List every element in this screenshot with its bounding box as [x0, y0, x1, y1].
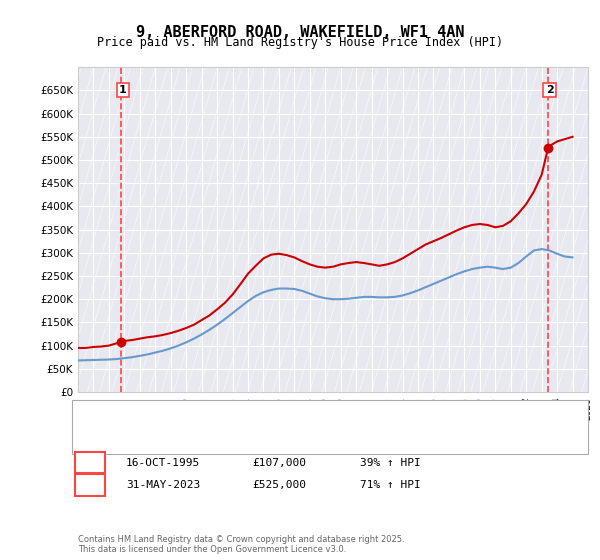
Text: Price paid vs. HM Land Registry's House Price Index (HPI): Price paid vs. HM Land Registry's House … — [97, 36, 503, 49]
Text: 39% ↑ HPI: 39% ↑ HPI — [360, 458, 421, 468]
Text: 1: 1 — [86, 456, 94, 469]
Text: £107,000: £107,000 — [252, 458, 306, 468]
Text: 9, ABERFORD ROAD, WAKEFIELD, WF1 4AN (detached house): 9, ABERFORD ROAD, WAKEFIELD, WF1 4AN (de… — [123, 413, 454, 423]
Text: 9, ABERFORD ROAD, WAKEFIELD, WF1 4AN: 9, ABERFORD ROAD, WAKEFIELD, WF1 4AN — [136, 25, 464, 40]
Text: 31-MAY-2023: 31-MAY-2023 — [126, 480, 200, 490]
Text: 2: 2 — [545, 85, 553, 95]
Text: 71% ↑ HPI: 71% ↑ HPI — [360, 480, 421, 490]
Text: Contains HM Land Registry data © Crown copyright and database right 2025.
This d: Contains HM Land Registry data © Crown c… — [78, 535, 404, 554]
Text: HPI: Average price, detached house, Wakefield: HPI: Average price, detached house, Wake… — [123, 432, 404, 442]
Text: 2: 2 — [86, 478, 94, 492]
Text: 16-OCT-1995: 16-OCT-1995 — [126, 458, 200, 468]
Text: £525,000: £525,000 — [252, 480, 306, 490]
Text: 1: 1 — [119, 85, 127, 95]
